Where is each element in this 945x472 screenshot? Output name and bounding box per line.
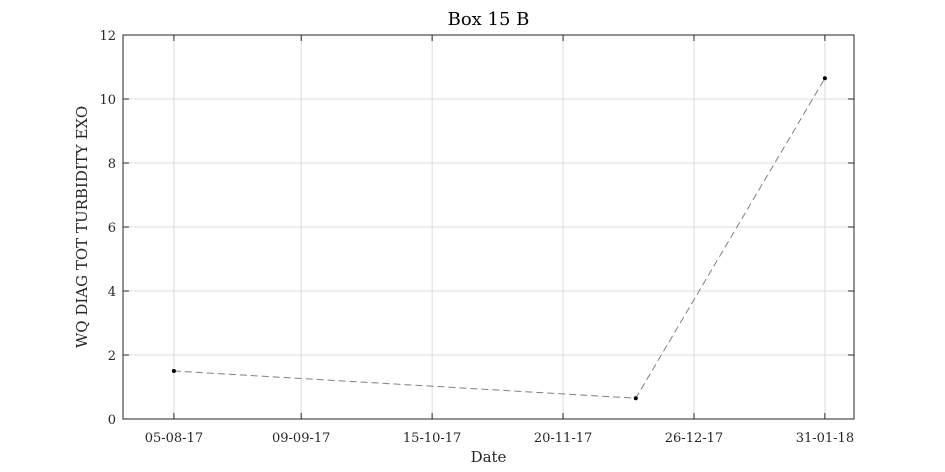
data-point [171,369,176,373]
x-tick-label: 31-01-18 [796,431,854,446]
y-tick-label: 12 [99,29,116,44]
y-tick-label: 4 [108,285,116,300]
y-tick-label: 0 [108,413,116,428]
series-layer [171,76,827,401]
x-tick-label: 15-10-17 [403,431,461,446]
x-axis-label: Date [471,448,507,466]
data-point [633,396,638,401]
y-tick-label: 10 [99,93,116,108]
x-tick-labels: 05-08-17 09-09-17 15-10-17 20-11-17 26-12-17… [145,431,854,446]
y-tick-labels: 0 2 4 6 8 10 12 [99,29,116,428]
y-tick-label: 8 [108,157,116,172]
y-tick-label: 2 [108,349,116,364]
x-tick-label: 26-12-17 [665,431,723,446]
series-line [173,77,826,399]
x-tick-label: 05-08-17 [145,431,203,446]
tick-marks [123,34,854,420]
x-tick-label: 20-11-17 [534,431,592,446]
grid [123,34,854,420]
chart-title: Box 15 B [448,9,530,30]
y-tick-label: 6 [108,221,116,236]
data-point [822,76,827,81]
y-axis-label: WQ DIAG TOT TURBIDITY EXO [73,106,91,348]
x-tick-label: 09-09-17 [272,431,330,446]
